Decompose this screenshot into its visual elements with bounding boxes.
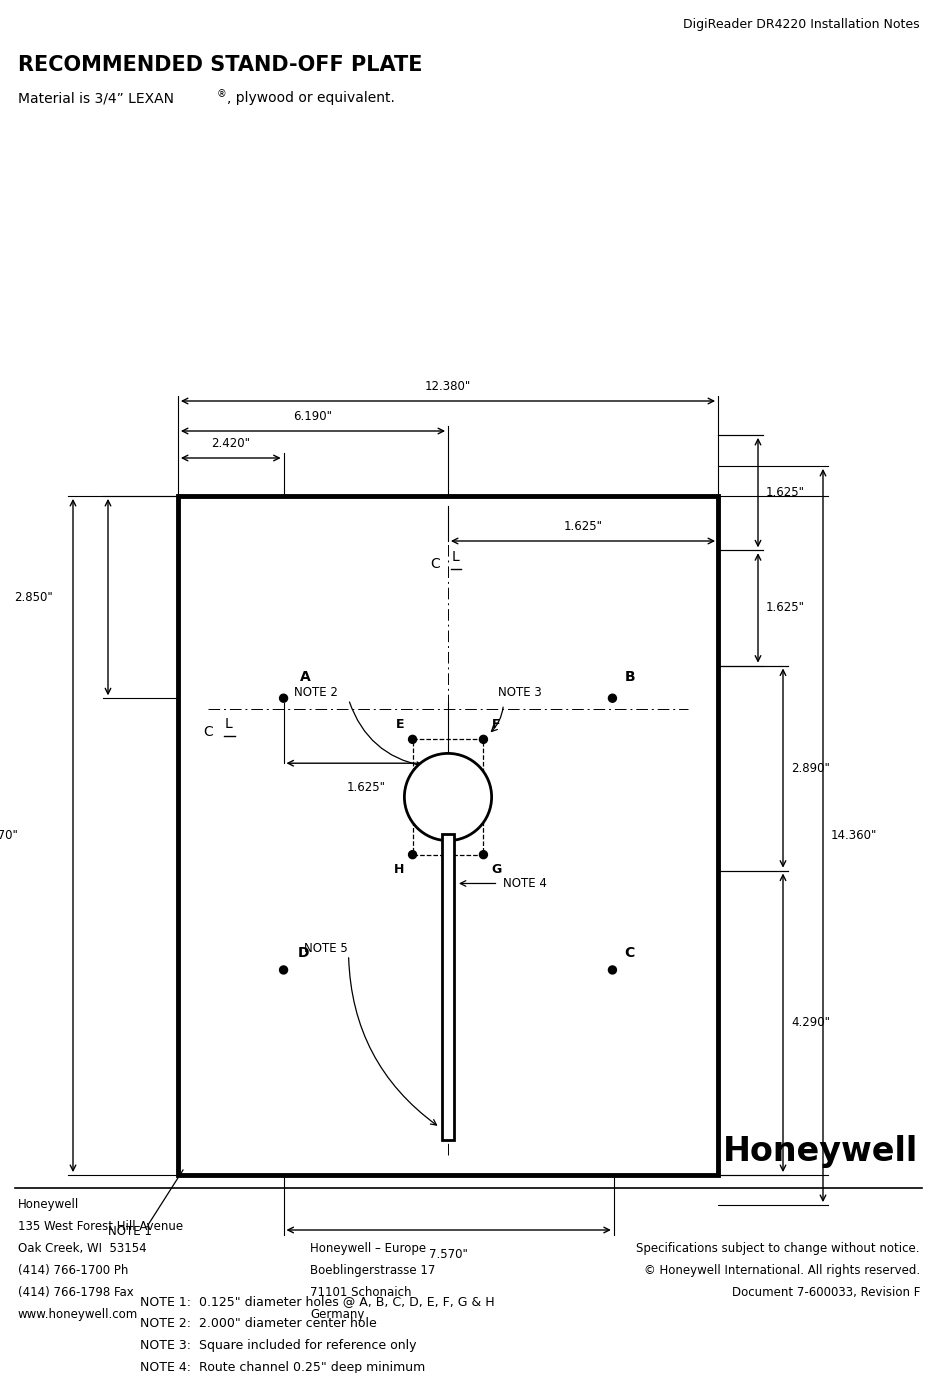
Text: 135 West Forest Hill Avenue: 135 West Forest Hill Avenue [18, 1221, 183, 1233]
Bar [412, 740, 483, 854]
Text: 4.290": 4.290" [790, 1016, 829, 1030]
Text: 1.625": 1.625" [766, 486, 804, 500]
Text: 14.360": 14.360" [830, 829, 876, 842]
Text: 71101 Schonaich: 71101 Schonaich [310, 1287, 411, 1299]
Circle shape [607, 967, 616, 973]
Text: NOTE 2: NOTE 2 [293, 686, 337, 699]
Text: 1.625": 1.625" [766, 601, 804, 615]
Text: F: F [490, 718, 500, 732]
Text: Specifications subject to change without notice.: Specifications subject to change without… [636, 1243, 919, 1255]
Bar [442, 833, 454, 1140]
Circle shape [279, 967, 287, 973]
Text: Honeywell: Honeywell [18, 1199, 80, 1211]
Text: C: C [623, 946, 634, 960]
Text: RECOMMENDED STAND-OFF PLATE: RECOMMENDED STAND-OFF PLATE [18, 55, 422, 76]
Text: L: L [451, 551, 460, 564]
Text: 1.625": 1.625" [563, 520, 602, 533]
Text: ®: ® [217, 89, 227, 99]
Text: Material is 3/4” LEXAN: Material is 3/4” LEXAN [18, 91, 174, 104]
Text: D: D [298, 946, 309, 960]
Text: 6.190": 6.190" [293, 411, 332, 423]
Text: C: C [203, 725, 212, 740]
Bar [178, 496, 717, 1175]
Text: DigiReader DR4220 Installation Notes: DigiReader DR4220 Installation Notes [682, 18, 919, 32]
Text: B: B [623, 670, 635, 684]
Text: 2.890": 2.890" [790, 762, 829, 774]
Text: 2.850": 2.850" [14, 590, 53, 604]
Text: www.honeywell.com: www.honeywell.com [18, 1308, 139, 1321]
Circle shape [479, 736, 487, 743]
Text: Honeywell: Honeywell [722, 1135, 917, 1168]
Text: 12.380": 12.380" [424, 380, 471, 393]
Text: NOTE 4:  Route channel 0.25" deep minimum: NOTE 4: Route channel 0.25" deep minimum [139, 1361, 425, 1373]
Text: NOTE 1: NOTE 1 [108, 1225, 152, 1238]
Text: NOTE 3:  Square included for reference only: NOTE 3: Square included for reference on… [139, 1339, 417, 1352]
Circle shape [479, 851, 487, 858]
Text: 2.420": 2.420" [211, 437, 250, 450]
Text: (414) 766-1798 Fax: (414) 766-1798 Fax [18, 1287, 134, 1299]
Text: E: E [396, 718, 404, 732]
Text: NOTE 2:  2.000" diameter center hole: NOTE 2: 2.000" diameter center hole [139, 1317, 376, 1330]
Text: , plywood or equivalent.: , plywood or equivalent. [227, 91, 394, 104]
Text: 1.625": 1.625" [346, 781, 385, 794]
Text: © Honeywell International. All rights reserved.: © Honeywell International. All rights re… [643, 1265, 919, 1277]
Text: NOTE 4: NOTE 4 [503, 877, 547, 890]
Text: C: C [430, 557, 440, 571]
Text: H: H [394, 862, 404, 876]
Text: Oak Creek, WI  53154: Oak Creek, WI 53154 [18, 1243, 146, 1255]
Circle shape [279, 695, 287, 702]
Text: NOTE 3: NOTE 3 [498, 686, 542, 699]
Circle shape [408, 736, 417, 743]
Text: G: G [490, 862, 501, 876]
Circle shape [607, 695, 616, 702]
Text: A: A [300, 670, 310, 684]
Text: NOTE 5: NOTE 5 [303, 942, 347, 956]
Text: 7.570": 7.570" [429, 1248, 468, 1260]
Text: Honeywell – Europe: Honeywell – Europe [310, 1243, 426, 1255]
Text: Germany: Germany [310, 1308, 364, 1321]
Text: L: L [225, 717, 232, 732]
Circle shape [404, 754, 491, 840]
Text: 9.570": 9.570" [0, 829, 18, 842]
Circle shape [408, 851, 417, 858]
Text: NOTE 1:  0.125" diameter holes @ A, B, C, D, E, F, G & H: NOTE 1: 0.125" diameter holes @ A, B, C,… [139, 1295, 494, 1308]
Text: Boeblingerstrasse 17: Boeblingerstrasse 17 [310, 1265, 435, 1277]
Text: Document 7-600033, Revision F: Document 7-600033, Revision F [731, 1287, 919, 1299]
Text: (414) 766-1700 Ph: (414) 766-1700 Ph [18, 1265, 128, 1277]
